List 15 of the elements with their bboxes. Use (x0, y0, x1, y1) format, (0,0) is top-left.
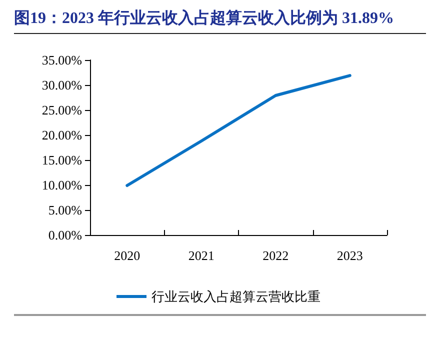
x-tick-label: 2022 (262, 248, 289, 263)
x-tick-label: 2021 (188, 248, 214, 263)
y-tick-label: 10.00% (42, 178, 82, 192)
y-tick-label: 25.00% (42, 102, 82, 118)
x-tick-label: 2023 (336, 248, 363, 263)
x-tick-label: 2020 (114, 248, 140, 263)
y-tick-label: 30.00% (42, 78, 82, 92)
y-tick-label: 5.00% (48, 202, 82, 218)
y-tick-label: 35.00% (42, 52, 82, 68)
legend-label: 行业云收入占超算云营收比重 (152, 289, 320, 304)
line-series (126, 74, 352, 187)
chart-title: 图19：2023 年行业云收入占超算云收入比例为 31.89% (14, 8, 426, 34)
y-tick-label: 0.00% (48, 228, 82, 242)
y-tick-label: 20.00% (42, 128, 82, 142)
y-tick-label: 15.00% (42, 152, 82, 168)
